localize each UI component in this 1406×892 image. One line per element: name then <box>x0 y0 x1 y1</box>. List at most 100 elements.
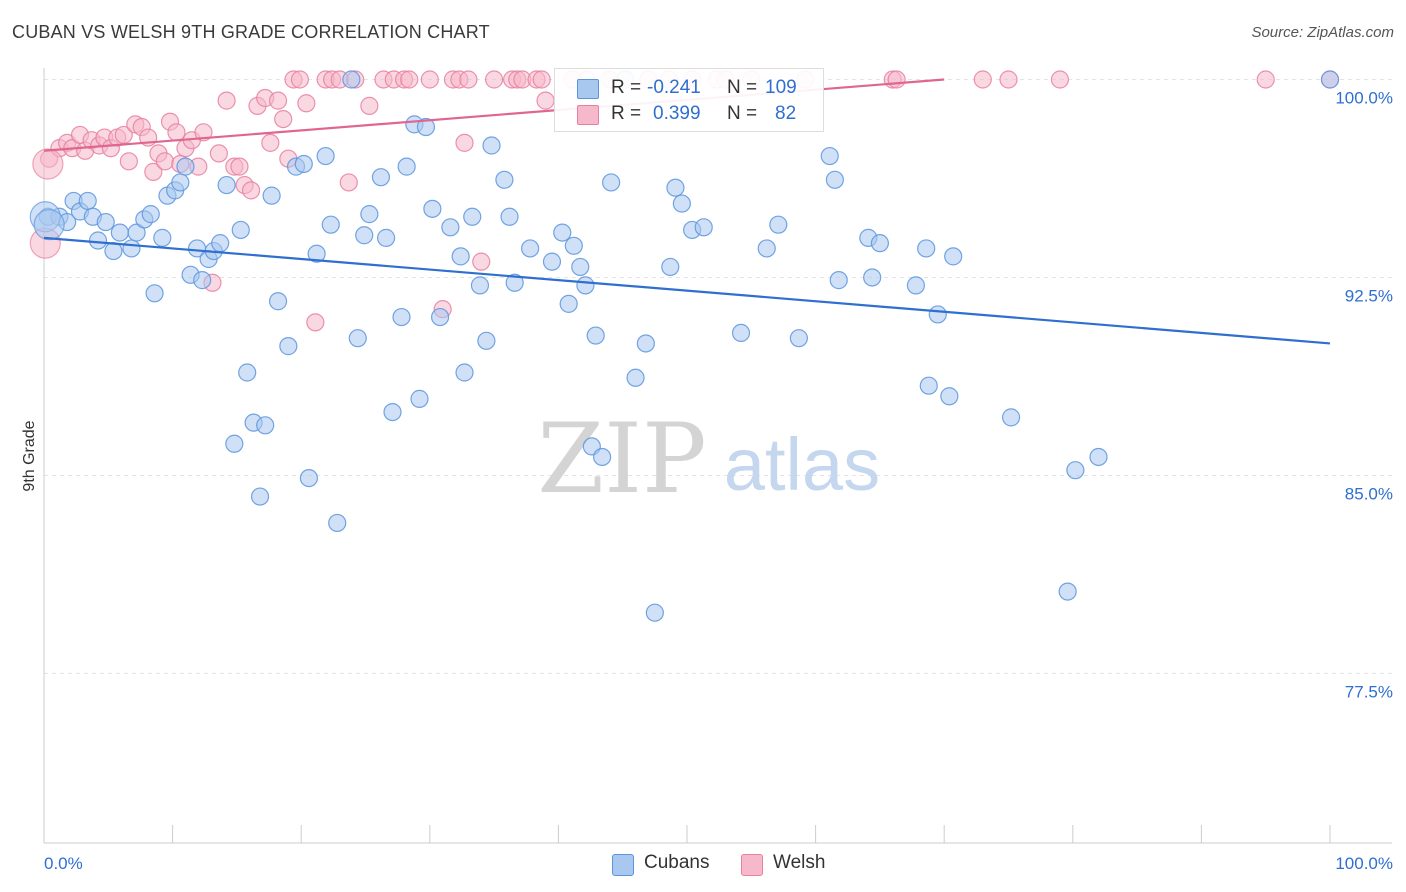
cuban-point-26 <box>211 234 230 253</box>
cuban-point-84 <box>666 178 685 197</box>
cuban-point-16 <box>153 228 172 247</box>
cuban-point-77 <box>593 447 612 467</box>
cuban-point-52 <box>397 157 416 176</box>
cuban-point-83 <box>661 257 680 277</box>
cuban-point-54 <box>410 389 429 408</box>
cuban-point-19 <box>171 173 190 192</box>
cuban-large-point-1 <box>33 209 65 241</box>
cuban-point-76 <box>586 326 605 345</box>
legend-swatch-welsh <box>741 854 763 876</box>
welsh-point-78 <box>887 70 906 89</box>
cuban-point-82 <box>645 603 664 622</box>
watermark-zip: ZIP <box>537 403 706 515</box>
welsh-point-82 <box>1256 70 1275 89</box>
cuban-point-73 <box>571 257 590 277</box>
legend-n-label: N = <box>727 77 758 98</box>
cuban-point-10 <box>110 223 129 242</box>
cuban-point-106 <box>1066 461 1085 480</box>
welsh-point-25 <box>194 123 213 142</box>
cuban-point-72 <box>564 236 583 255</box>
welsh-point-35 <box>261 133 280 152</box>
welsh-point-48 <box>360 96 379 115</box>
cuban-point-42 <box>321 215 340 234</box>
cuban-point-35 <box>268 292 288 311</box>
y-tick-label-3: 100.0% <box>1335 89 1393 108</box>
welsh-point-53 <box>420 70 439 89</box>
cuban-point-61 <box>463 207 482 226</box>
cuban-point-47 <box>360 205 379 224</box>
legend-swatch-cubans <box>577 79 599 99</box>
cuban-point-58 <box>441 218 460 237</box>
x-tick-label-min: 0.0% <box>44 854 83 873</box>
legend-r-value-cubans: -0.241 <box>647 77 701 98</box>
cuban-point-99 <box>917 239 936 258</box>
y-tick-label-0: 77.5% <box>1345 682 1393 701</box>
cuban-point-74 <box>576 276 595 295</box>
welsh-point-36 <box>268 91 288 110</box>
welsh-point-16 <box>144 162 163 181</box>
cuban-point-97 <box>870 234 890 253</box>
welsh-point-58 <box>459 70 478 89</box>
welsh-point-79 <box>973 70 992 89</box>
welsh-point-37 <box>274 109 293 129</box>
cuban-point-80 <box>626 368 645 387</box>
cuban-point-57 <box>430 307 450 327</box>
cuban-point-68 <box>521 239 540 258</box>
welsh-point-41 <box>297 94 316 113</box>
cuban-point-33 <box>256 416 275 435</box>
cuban-point-29 <box>231 220 250 240</box>
cuban-point-66 <box>500 207 519 226</box>
axis-labels: 77.5% 85.0% 92.5% 100.0% 0.0% 100.0% 9th Grade <box>21 89 1393 874</box>
welsh-point-66 <box>536 91 555 110</box>
cuban-point-45 <box>348 329 367 348</box>
legend-n-value-welsh: 82 <box>775 103 797 124</box>
cuban-point-71 <box>559 294 578 313</box>
welsh-point-52 <box>400 70 419 89</box>
y-tick-label-1: 85.0% <box>1345 484 1393 503</box>
welsh-point-20 <box>167 123 186 142</box>
legend-r-value-welsh: 0.399 <box>653 103 701 124</box>
welsh-point-32 <box>241 181 261 200</box>
cuban-point-102 <box>940 387 959 406</box>
legend-r-label: R = <box>611 77 642 98</box>
cuban-point-107 <box>1089 447 1108 467</box>
cuban-point-27 <box>217 175 236 195</box>
cuban-point-89 <box>757 239 776 258</box>
cuban-point-105 <box>1058 582 1077 601</box>
cuban-point-78 <box>602 173 621 192</box>
cuban-point-49 <box>376 228 396 247</box>
cuban-point-65 <box>495 170 514 189</box>
welsh-point-60 <box>485 70 504 89</box>
cuban-point-41 <box>316 146 335 166</box>
watermark: ZIP atlas <box>537 403 880 515</box>
source-label: Source: ZipAtlas.com <box>1251 24 1394 41</box>
welsh-point-27 <box>209 144 228 163</box>
cuban-point-81 <box>636 334 655 353</box>
cuban-point-32 <box>250 487 270 506</box>
cuban-point-67 <box>505 273 524 292</box>
cuban-point-94 <box>829 271 848 290</box>
welsh-point-28 <box>217 91 236 110</box>
cuban-point-104 <box>1001 408 1021 427</box>
welsh-point-42 <box>306 313 325 332</box>
cuban-point-14 <box>141 205 160 224</box>
cuban-point-96 <box>863 268 882 287</box>
cuban-point-108 <box>1320 70 1340 89</box>
cuban-point-62 <box>470 276 490 295</box>
welsh-point-46 <box>339 173 358 192</box>
legend-r-label: R = <box>611 103 642 124</box>
cuban-point-51 <box>392 307 411 327</box>
welsh-point-80 <box>999 70 1018 89</box>
chart-title: CUBAN VS WELSH 9TH GRADE CORRELATION CHA… <box>12 22 490 42</box>
cuban-point-92 <box>820 146 839 166</box>
cuban-point-101 <box>928 305 947 324</box>
legend-label-welsh: Welsh <box>773 852 826 873</box>
x-tick-label-max: 100.0% <box>1335 854 1393 873</box>
cuban-point-56 <box>423 199 442 218</box>
cuban-points <box>29 70 1340 622</box>
gridlines <box>44 79 1392 674</box>
cuban-point-63 <box>477 331 496 350</box>
cuban-point-55 <box>416 117 436 137</box>
cuban-point-88 <box>731 323 751 343</box>
